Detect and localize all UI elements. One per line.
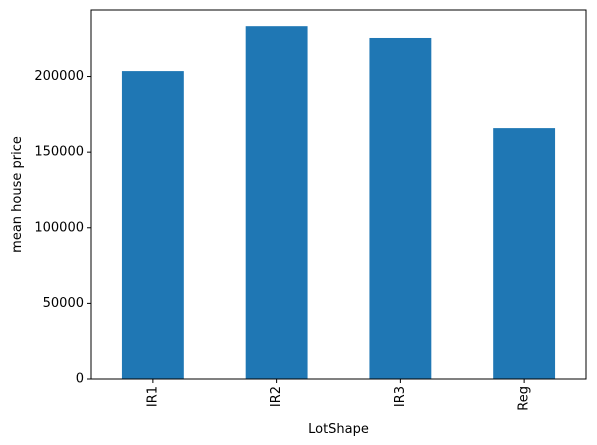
- x-tick-label: IR1: [145, 386, 160, 407]
- y-tick-label: 0: [76, 372, 84, 387]
- bar-ir1: [121, 71, 184, 380]
- y-tick-label: 100000: [34, 220, 84, 235]
- bar-ir2: [245, 26, 308, 380]
- x-axis-ticks: IR1 IR2 IR3 Reg: [145, 379, 532, 411]
- bar-ir3: [369, 37, 432, 380]
- y-axis-ticks: 0 50000 100000 150000 200000: [34, 69, 91, 387]
- x-tick-label: IR3: [393, 386, 408, 407]
- y-tick-label: 150000: [34, 145, 84, 160]
- x-tick-label: Reg: [517, 386, 532, 411]
- y-tick-label: 200000: [34, 69, 84, 84]
- x-axis-label: LotShape: [308, 422, 369, 437]
- bar-reg: [493, 128, 556, 379]
- y-tick-label: 50000: [43, 296, 84, 311]
- bars-group: [121, 26, 556, 380]
- y-axis-label: mean house price: [10, 136, 25, 253]
- x-tick-label: IR2: [269, 386, 284, 407]
- plot-frame: [90, 9, 587, 380]
